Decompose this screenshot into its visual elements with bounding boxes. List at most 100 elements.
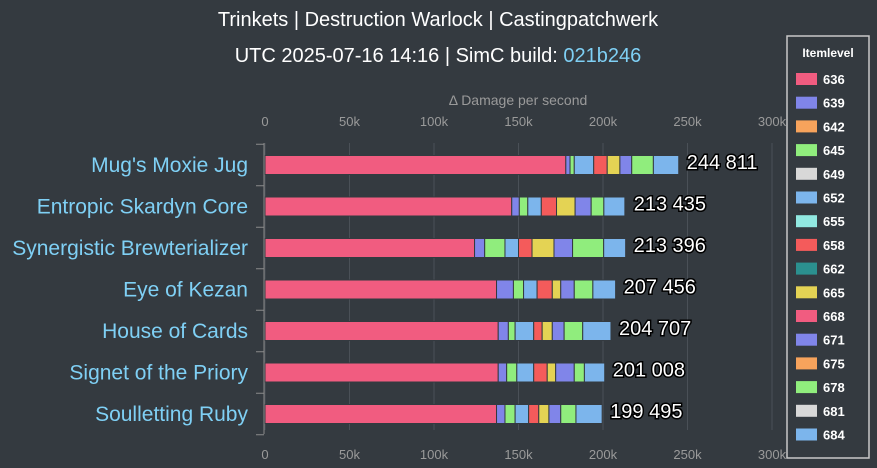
bar-segment-658[interactable] — [593, 155, 608, 175]
bar-segment-684[interactable] — [583, 362, 606, 383]
bar-segment-665[interactable] — [606, 155, 621, 175]
legend-label-662[interactable]: 662 — [823, 262, 845, 277]
legend-swatch-655[interactable] — [796, 215, 817, 228]
bar-segment-636[interactable] — [264, 279, 498, 300]
category-label[interactable]: Signet of the Priory — [69, 362, 248, 385]
legend-label-668[interactable]: 668 — [823, 309, 845, 324]
bar-segment-671[interactable] — [548, 404, 562, 424]
bar-segment-652[interactable] — [573, 155, 595, 175]
bar-segment-639[interactable] — [497, 362, 508, 383]
category-label[interactable]: Entropic Skardyn Core — [37, 196, 248, 219]
legend-label-671[interactable]: 671 — [823, 333, 845, 348]
bar-segment-671[interactable] — [555, 362, 575, 383]
bar-segment-678[interactable] — [563, 321, 584, 341]
bar-segment-652[interactable] — [504, 238, 520, 258]
legend-label-655[interactable]: 655 — [823, 214, 845, 229]
bar-segment-658[interactable] — [528, 404, 540, 424]
bar-segment-652[interactable] — [514, 321, 535, 341]
bar-segment-684[interactable] — [652, 155, 680, 175]
legend-swatch-652[interactable] — [796, 191, 817, 204]
bar-segment-678[interactable] — [573, 279, 594, 300]
bar-segment-636[interactable] — [264, 362, 499, 383]
legend-label-678[interactable]: 678 — [823, 380, 845, 395]
bar-segment-671[interactable] — [574, 196, 592, 217]
bar-segment-652[interactable] — [514, 404, 530, 424]
bar-segment-684[interactable] — [575, 404, 603, 424]
bar-segment-639[interactable] — [496, 404, 506, 424]
legend-swatch-649[interactable] — [796, 167, 817, 180]
bar-segment-671[interactable] — [619, 155, 633, 175]
bar-segment-671[interactable] — [553, 238, 574, 258]
legend-label-645[interactable]: 645 — [823, 143, 845, 158]
legend-swatch-671[interactable] — [796, 333, 817, 346]
legend-swatch-681[interactable] — [796, 404, 817, 417]
build-link[interactable]: 021b246 — [563, 45, 641, 67]
bar-segment-645[interactable] — [512, 279, 525, 300]
bar-segment-645[interactable] — [504, 404, 516, 424]
bar-segment-652[interactable] — [516, 362, 535, 383]
bar-segment-652[interactable] — [527, 196, 542, 217]
legend-label-658[interactable]: 658 — [823, 238, 845, 253]
bar-segment-665[interactable] — [551, 279, 562, 300]
legend-label-684[interactable]: 684 — [823, 428, 845, 443]
bar-segment-684[interactable] — [582, 321, 612, 341]
bar-segment-678[interactable] — [573, 362, 585, 383]
legend-swatch-645[interactable] — [796, 144, 817, 157]
legend-swatch-662[interactable] — [796, 262, 817, 275]
bar-segment-678[interactable] — [560, 404, 577, 424]
bar-segment-678[interactable] — [572, 238, 605, 258]
legend-swatch-636[interactable] — [796, 73, 817, 85]
bar-segment-671[interactable] — [551, 321, 565, 341]
legend-label-652[interactable]: 652 — [823, 191, 845, 206]
bar-segment-665[interactable] — [556, 196, 576, 217]
bar-segment-671[interactable] — [560, 279, 575, 300]
bar-segment-636[interactable] — [264, 238, 476, 258]
legend-swatch-658[interactable] — [796, 238, 817, 251]
legend-label-636[interactable]: 636 — [823, 72, 845, 87]
bar-segment-639[interactable] — [565, 155, 571, 175]
legend-swatch-675[interactable] — [796, 357, 817, 370]
bar-segment-645[interactable] — [507, 321, 516, 341]
legend-label-642[interactable]: 642 — [823, 119, 845, 134]
bar-segment-678[interactable] — [590, 196, 605, 217]
bar-segment-639[interactable] — [474, 238, 486, 258]
legend-label-681[interactable]: 681 — [823, 404, 845, 419]
bar-segment-665[interactable] — [531, 238, 555, 258]
bar-segment-658[interactable] — [540, 196, 558, 217]
legend-swatch-665[interactable] — [796, 286, 817, 299]
bar-segment-658[interactable] — [533, 362, 548, 383]
bar-segment-684[interactable] — [603, 238, 627, 258]
category-label[interactable]: House of Cards — [102, 320, 248, 343]
bar-segment-652[interactable] — [523, 279, 538, 300]
bar-segment-678[interactable] — [631, 155, 654, 175]
bar-segment-639[interactable] — [497, 321, 509, 341]
legend-swatch-684[interactable] — [796, 428, 817, 441]
bar-segment-658[interactable] — [536, 279, 553, 300]
bar-segment-645[interactable] — [569, 155, 575, 175]
category-label[interactable]: Synergistic Brewterializer — [12, 237, 248, 260]
legend-label-675[interactable]: 675 — [823, 356, 845, 371]
bar-segment-639[interactable] — [511, 196, 520, 217]
legend-label-649[interactable]: 649 — [823, 167, 845, 182]
legend-label-639[interactable]: 639 — [823, 96, 845, 111]
bar-segment-665[interactable] — [538, 404, 550, 424]
legend-swatch-639[interactable] — [796, 96, 817, 109]
bar-segment-645[interactable] — [506, 362, 518, 383]
category-label[interactable]: Eye of Kezan — [123, 279, 248, 302]
category-label[interactable]: Mug's Moxie Jug — [91, 154, 248, 177]
bar-segment-636[interactable] — [264, 155, 567, 175]
bar-segment-639[interactable] — [496, 279, 514, 300]
bar-segment-658[interactable] — [518, 238, 533, 258]
category-label[interactable]: Soulletting Ruby — [95, 403, 248, 426]
bar-segment-658[interactable] — [533, 321, 543, 341]
legend-swatch-642[interactable] — [796, 120, 817, 133]
legend-label-665[interactable]: 665 — [823, 285, 845, 300]
bar-segment-636[interactable] — [264, 404, 498, 424]
bar-segment-636[interactable] — [264, 196, 513, 217]
bar-segment-645[interactable] — [518, 196, 529, 217]
bar-segment-665[interactable] — [541, 321, 553, 341]
legend-swatch-678[interactable] — [796, 381, 817, 394]
bar-segment-636[interactable] — [264, 321, 499, 341]
bar-segment-684[interactable] — [603, 196, 626, 217]
bar-segment-684[interactable] — [592, 279, 617, 300]
